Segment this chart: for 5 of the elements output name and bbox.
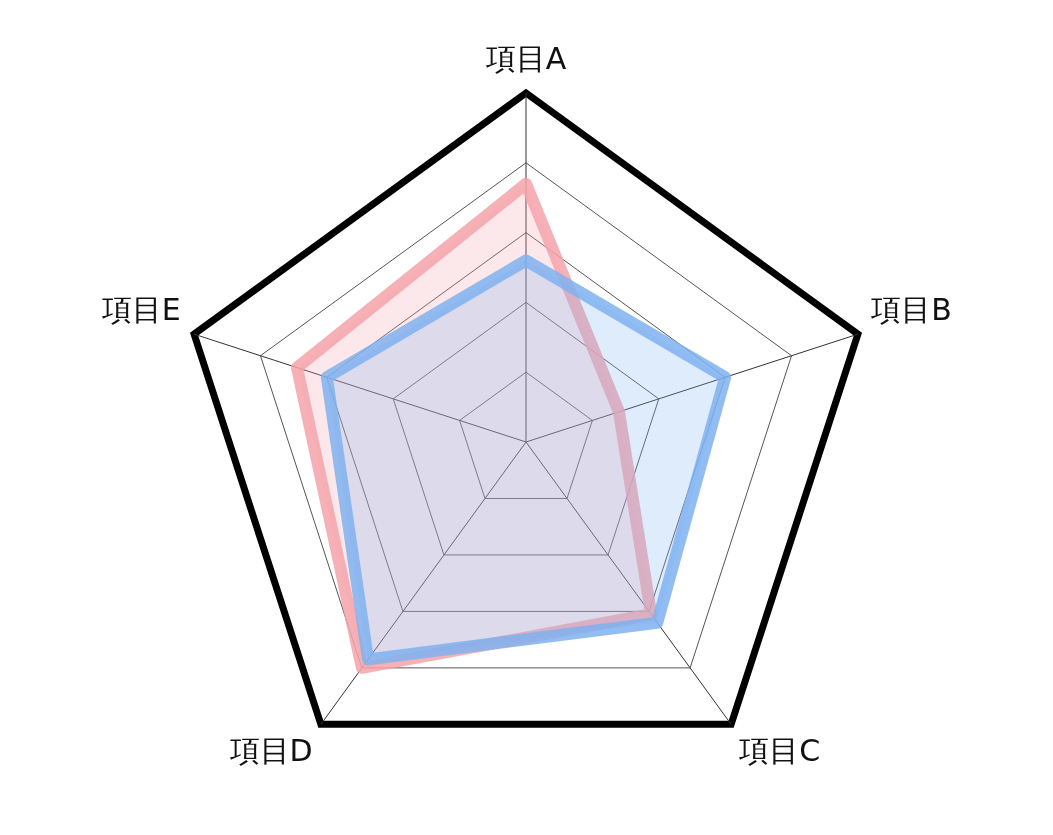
spoke-label: 項目A xyxy=(484,40,567,76)
spoke-label: 項目E xyxy=(100,291,181,327)
spoke-label: 項目D xyxy=(228,733,313,769)
spoke-label: 項目C xyxy=(738,733,821,769)
spoke-label: 項目B xyxy=(870,291,952,327)
